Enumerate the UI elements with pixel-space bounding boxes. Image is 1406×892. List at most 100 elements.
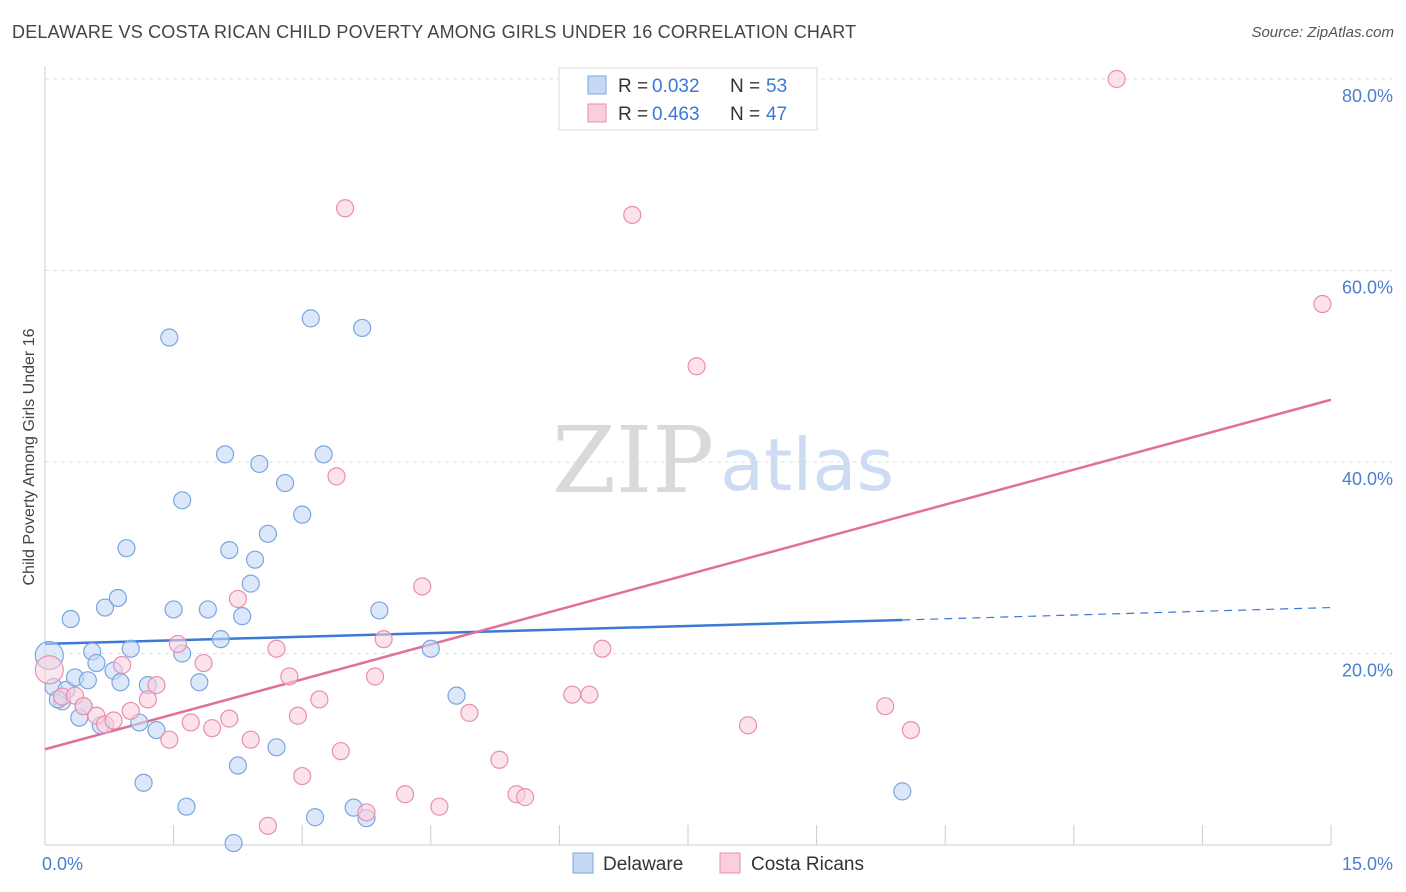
- data-points: [34, 69, 1332, 853]
- point-costa-ricans-29: [365, 667, 385, 686]
- point-delaware-17: [121, 639, 140, 658]
- watermark: ZIP atlas: [552, 407, 894, 514]
- point-costa-ricans-35: [490, 750, 509, 769]
- legend-n-value-delaware: 53: [766, 76, 787, 97]
- point-costa-ricans-37: [516, 788, 535, 807]
- point-costa-ricans-11: [160, 730, 179, 749]
- point-costa-ricans-3: [74, 697, 93, 716]
- point-delaware-28: [198, 600, 217, 619]
- watermark-zip: ZIP: [552, 407, 714, 514]
- point-delaware-23: [164, 600, 183, 619]
- bottom-legend-swatch-delaware: [572, 852, 594, 874]
- point-delaware-50: [447, 686, 466, 705]
- point-costa-ricans-13: [181, 713, 200, 732]
- point-delaware-37: [250, 454, 269, 474]
- legend-r-label-costa-ricans: R =: [618, 104, 648, 125]
- point-costa-ricans-47: [1313, 294, 1332, 314]
- point-costa-ricans-20: [267, 639, 286, 658]
- point-delaware-39: [267, 738, 286, 757]
- point-delaware-19: [134, 773, 153, 792]
- point-costa-ricans-15: [203, 719, 222, 738]
- chart-title: DELAWARE VS COSTA RICAN CHILD POVERTY AM…: [12, 22, 857, 42]
- point-delaware-34: [233, 607, 252, 626]
- point-costa-ricans-9: [138, 690, 157, 709]
- point-costa-ricans-43: [738, 716, 758, 735]
- point-costa-ricans-6: [104, 711, 123, 730]
- legend-swatch-delaware: [587, 75, 607, 95]
- point-delaware-49: [421, 639, 440, 658]
- x-tick-labels: 0.0% 15.0%: [42, 854, 1393, 874]
- point-costa-ricans-42: [687, 357, 706, 376]
- point-delaware-4: [61, 609, 80, 629]
- y-tick-label-1: 40.0%: [1342, 469, 1393, 489]
- legend-n-label-costa-ricans: N =: [730, 104, 760, 125]
- point-costa-ricans-38: [563, 685, 582, 704]
- point-delaware-26: [177, 797, 196, 816]
- point-costa-ricans-25: [327, 467, 346, 486]
- point-costa-ricans-18: [241, 730, 260, 749]
- point-costa-ricans-41: [623, 205, 642, 225]
- point-delaware-30: [215, 445, 235, 464]
- watermark-atlas: atlas: [720, 423, 894, 507]
- legend-r-value-delaware: 0.032: [652, 76, 700, 97]
- point-delaware-8: [78, 671, 97, 690]
- point-delaware-24: [173, 491, 192, 510]
- y-axis-title: Child Poverty Among Girls Under 16: [21, 328, 38, 585]
- point-delaware-38: [258, 524, 278, 543]
- point-costa-ricans-44: [876, 697, 895, 716]
- point-costa-ricans-39: [580, 685, 599, 704]
- point-delaware-36: [245, 550, 265, 569]
- point-delaware-12: [95, 598, 115, 617]
- point-costa-ricans-24: [310, 690, 329, 709]
- point-delaware-33: [228, 756, 247, 775]
- point-costa-ricans-31: [395, 785, 415, 804]
- trend-lines: [44, 398, 1332, 751]
- point-delaware-15: [111, 673, 130, 692]
- point-costa-ricans-7: [113, 655, 132, 675]
- point-delaware-42: [301, 309, 320, 328]
- point-costa-ricans-26: [331, 742, 350, 761]
- point-delaware-27: [190, 673, 209, 692]
- point-costa-ricans-30: [374, 630, 393, 649]
- bottom-legend-swatch-costa-ricans: [719, 852, 741, 874]
- point-delaware-41: [293, 505, 312, 524]
- series-legend: Delaware Costa Ricans: [572, 852, 864, 875]
- point-costa-ricans-19: [258, 816, 278, 835]
- point-costa-ricans-14: [194, 653, 213, 673]
- legend-swatch-costa-ricans: [587, 103, 607, 123]
- legend-r-value-costa-ricans: 0.463: [652, 104, 700, 125]
- point-delaware-31: [220, 540, 239, 560]
- point-delaware-16: [117, 539, 136, 558]
- point-delaware-35: [241, 574, 260, 593]
- legend-n-value-costa-ricans: 47: [766, 104, 787, 125]
- point-delaware-40: [275, 473, 295, 493]
- point-costa-ricans-46: [1107, 69, 1126, 89]
- point-costa-ricans-22: [288, 706, 308, 725]
- trend-line-extension-delaware: [902, 606, 1332, 621]
- point-delaware-21: [147, 720, 166, 740]
- y-tick-label-3: 80.0%: [1342, 86, 1393, 106]
- bottom-legend-label-delaware: Delaware: [603, 854, 683, 875]
- x-tick-label-0: 0.0%: [42, 854, 83, 874]
- point-delaware-46: [353, 318, 372, 338]
- correlation-legend: R = 0.032 N = 53 R = 0.463 N = 47: [558, 67, 818, 131]
- point-costa-ricans-28: [357, 803, 376, 822]
- point-costa-ricans-45: [901, 720, 921, 740]
- point-delaware-44: [314, 445, 333, 464]
- point-costa-ricans-16: [220, 709, 239, 728]
- point-costa-ricans-17: [228, 589, 247, 609]
- point-delaware-22: [160, 328, 179, 347]
- x-tick-label-1: 15.0%: [1342, 854, 1393, 874]
- point-costa-ricans-21: [280, 667, 299, 686]
- point-costa-ricans-34: [460, 703, 479, 722]
- point-costa-ricans-27: [335, 199, 355, 218]
- point-costa-ricans-33: [430, 797, 449, 816]
- legend-n-label-delaware: N =: [730, 76, 760, 97]
- point-costa-ricans-8: [121, 701, 140, 721]
- y-tick-label-0: 20.0%: [1342, 661, 1393, 681]
- point-costa-ricans-40: [593, 639, 612, 658]
- point-delaware-29: [211, 630, 230, 649]
- point-costa-ricans-12: [168, 634, 187, 654]
